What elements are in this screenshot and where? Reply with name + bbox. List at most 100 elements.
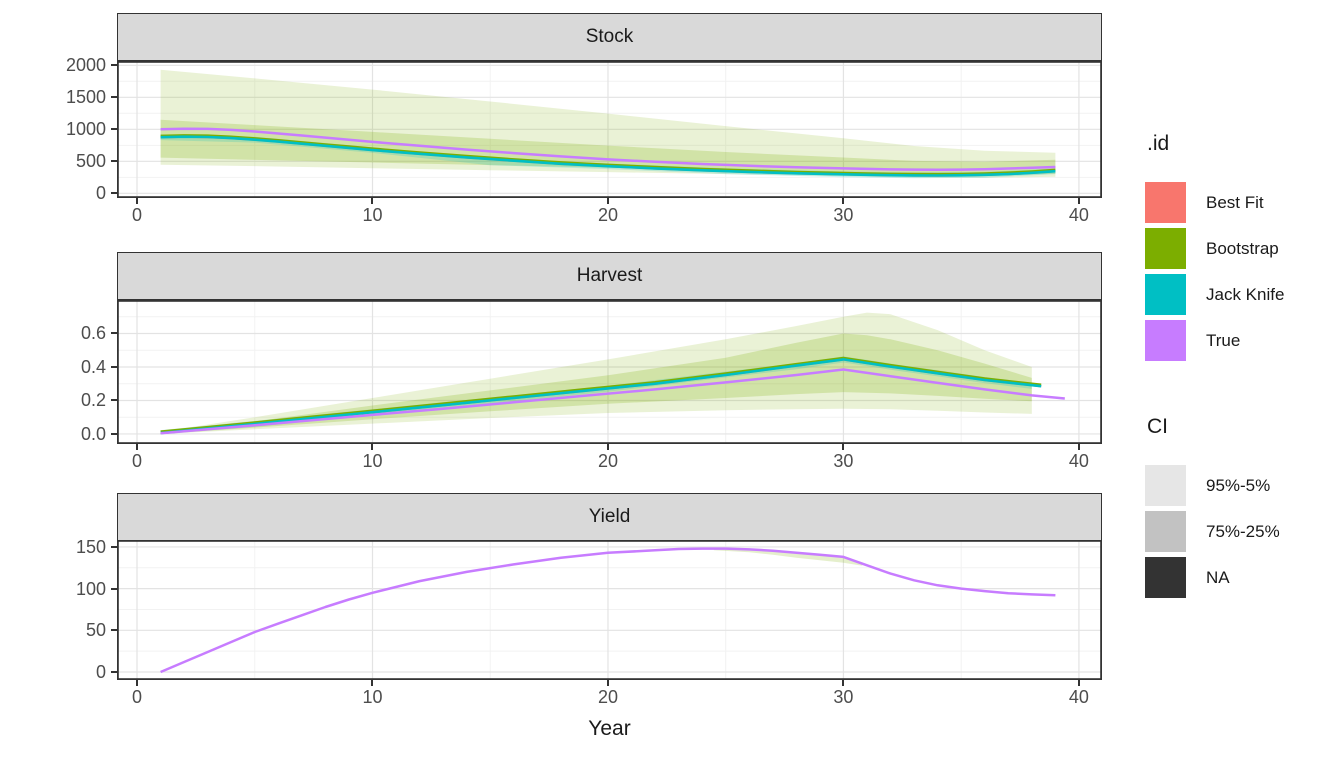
x-tick: [1077, 444, 1080, 450]
series-line-jack-knife: [160, 135, 1056, 177]
legend-item-best-fit: Best Fit: [1145, 182, 1284, 223]
y-tick: [111, 587, 117, 590]
legend-item-jack-knife: Jack Knife: [1145, 274, 1284, 315]
x-tick: [371, 198, 374, 204]
x-tick-label: 20: [597, 205, 618, 225]
y-tick-label: 0.6: [80, 323, 106, 344]
x-tick-label: 10: [362, 451, 383, 471]
series-line-bootstrap: [160, 134, 1056, 176]
y-tick-label: 1000: [65, 119, 106, 140]
x-tick: [1077, 198, 1080, 204]
x-tick: [606, 198, 609, 204]
panel-plot-yield: [117, 540, 1102, 680]
facet-strip-label: Stock: [585, 26, 634, 47]
y-tick: [111, 432, 117, 435]
x-tick-label: 20: [597, 451, 618, 471]
legend-id: .id Best Fit Bootstrap Jack Knife True: [1145, 131, 1284, 366]
x-tick-label: 0: [131, 451, 142, 471]
legend-swatch-icon: [1145, 320, 1186, 361]
x-tick: [136, 680, 138, 686]
y-tick: [111, 629, 117, 632]
major-gridlines: [117, 61, 1102, 198]
facet-strip-yield: Yield: [117, 493, 1102, 541]
ribbon-bootstrap-75-25: [160, 333, 1032, 434]
series-line-true: [160, 127, 1056, 172]
series-line-bootstrap: [160, 356, 1042, 433]
x-tick-label: 0: [131, 687, 142, 707]
minor-gridlines: [117, 540, 1102, 680]
x-tick: [842, 680, 845, 686]
major-gridlines: [117, 300, 1102, 444]
x-tick: [136, 444, 138, 450]
legend-id-title: .id: [1147, 132, 1170, 155]
legend-ci-title: CI: [1147, 415, 1168, 438]
y-tick-label: 500: [75, 151, 106, 172]
y-tick: [111, 670, 117, 673]
legend-item-na: NA: [1145, 557, 1280, 598]
x-tick-label: 10: [362, 687, 383, 707]
legend-item-true: True: [1145, 320, 1284, 361]
legend-swatch-icon: [1145, 228, 1186, 269]
legend-item-label: Best Fit: [1206, 192, 1264, 212]
x-tick-label: 40: [1068, 451, 1089, 471]
y-tick: [111, 192, 117, 195]
x-tick: [1077, 680, 1080, 686]
y-tick-label: 0.4: [80, 356, 106, 377]
y-tick-label: 1500: [65, 87, 106, 108]
legend-item-75-25-: 75%-25%: [1145, 511, 1280, 552]
x-tick: [136, 198, 138, 204]
y-tick-label: 0.2: [80, 390, 106, 411]
legend-item-95-5-: 95%-5%: [1145, 465, 1280, 506]
y-tick-label: 2000: [65, 55, 106, 76]
legend-swatch-icon: [1145, 465, 1186, 506]
legend-ci: CI 95%-5% 75%-25% NA: [1145, 414, 1280, 603]
legend-item-label: True: [1206, 330, 1241, 350]
x-tick-label: 0: [131, 205, 142, 225]
x-tick: [371, 444, 374, 450]
series-line-true: [160, 547, 1056, 674]
x-tick-label: 10: [362, 205, 383, 225]
y-tick: [111, 545, 117, 548]
y-tick-label: 0: [95, 661, 106, 682]
x-tick-label: 30: [833, 451, 854, 471]
x-tick: [842, 444, 845, 450]
y-tick-label: 150: [75, 536, 106, 557]
facet-strip-label: Harvest: [576, 265, 643, 286]
x-tick-label: 30: [833, 205, 854, 225]
major-gridlines: [117, 540, 1102, 680]
y-tick: [111, 365, 117, 368]
x-tick: [371, 680, 374, 686]
y-tick-label: 50: [85, 620, 106, 641]
panel-border: [117, 540, 1102, 680]
legend-item-label: Bootstrap: [1206, 238, 1279, 258]
series-line-true: [160, 368, 1065, 435]
legend-id-rows: Best Fit Bootstrap Jack Knife True: [1145, 182, 1284, 361]
y-tick: [111, 96, 117, 99]
x-tick: [606, 444, 609, 450]
legend-item-label: 75%-25%: [1206, 521, 1280, 541]
facet-strip-label: Yield: [588, 506, 631, 527]
x-axis-title: Year: [588, 717, 631, 740]
y-tick: [111, 399, 117, 402]
legend-swatch-icon: [1145, 511, 1186, 552]
ribbon-bootstrap-75-25: [160, 119, 1056, 176]
legend-swatch-icon: [1145, 557, 1186, 598]
panel-plot-harvest: [117, 300, 1102, 444]
x-tick-label: 30: [833, 687, 854, 707]
y-tick: [111, 332, 117, 335]
ribbon-bootstrap-95-5: [160, 312, 1032, 434]
x-tick: [606, 680, 609, 686]
panel-border: [117, 61, 1102, 198]
y-tick: [111, 160, 117, 163]
legend-item-label: NA: [1206, 567, 1230, 587]
legend-swatch-icon: [1145, 182, 1186, 223]
minor-gridlines: [117, 61, 1102, 198]
legend-item-label: 95%-5%: [1206, 475, 1271, 495]
y-tick: [111, 128, 117, 131]
y-tick-label: 100: [75, 578, 106, 599]
y-tick: [111, 64, 117, 67]
series-line-jack-knife: [160, 358, 1042, 435]
facet-strip-stock: Stock: [117, 13, 1102, 61]
facet-strip-harvest: Harvest: [117, 252, 1102, 300]
